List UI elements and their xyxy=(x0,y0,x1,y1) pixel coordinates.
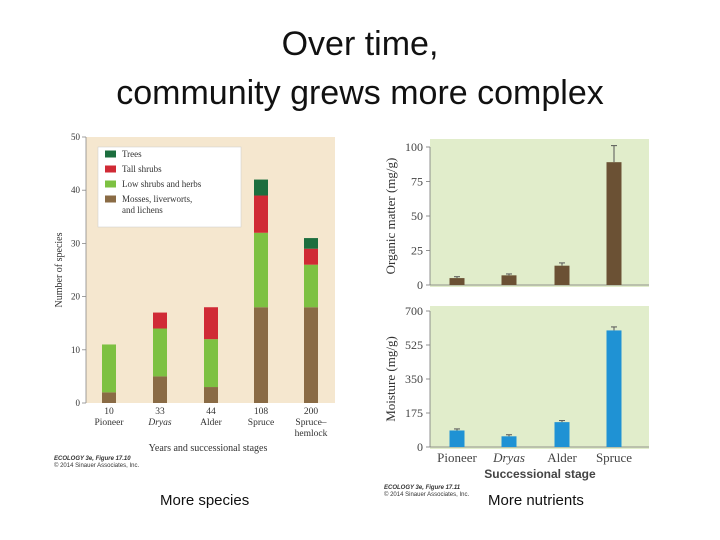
nutrients-bar-charts: 0 25 50 75 100 Organic matter (mg/g) 0 175 350… xyxy=(383,139,649,481)
y-tick-label: 700 xyxy=(405,304,423,318)
y-tick-label: 100 xyxy=(405,140,423,154)
moisture-y-axis-label: Moisture (mg/g) xyxy=(383,336,398,422)
x-tick-stage: Spruce– xyxy=(295,418,326,428)
y-tick-label: 0 xyxy=(76,398,81,408)
figure-credit-left-title: ECOLOGY 3e, Figure 17.10 xyxy=(54,456,131,462)
bar-segment xyxy=(204,339,218,388)
species-bars xyxy=(102,179,318,403)
bar xyxy=(554,265,570,285)
y-tick-label: 350 xyxy=(405,372,423,386)
y-axis-ticks: 0 10 20 30 40 50 xyxy=(71,132,86,408)
caption-more-species: More species xyxy=(160,492,250,509)
y-tick-label: 75 xyxy=(411,175,423,189)
bar-segment xyxy=(153,376,167,403)
y-tick-label: 40 xyxy=(71,185,81,195)
figure-credit-right: ECOLOGY 3e, Figure 17.11 © 2014 Sinauer … xyxy=(384,485,469,499)
legend-label: Low shrubs and herbs xyxy=(122,179,202,189)
y-tick-label: 0 xyxy=(417,278,423,292)
x-tick-years: 10 xyxy=(104,407,114,417)
bar-segment xyxy=(304,238,318,249)
x-tick-years: 44 xyxy=(206,407,216,417)
figure-credit-right-copy: © 2014 Sinauer Associates, Inc. xyxy=(384,492,470,498)
x-tick-label: Dryas xyxy=(492,450,525,465)
legend-label: Trees xyxy=(122,149,142,159)
y-tick-label: 20 xyxy=(71,292,81,302)
x-tick-years: 33 xyxy=(155,407,165,417)
legend-swatch xyxy=(105,195,116,203)
bar xyxy=(606,162,622,285)
x-tick-labels: Pioneer Dryas Alder Spruce xyxy=(437,450,632,465)
bar-segment xyxy=(304,248,318,265)
x-tick-stage: Pioneer xyxy=(94,418,124,428)
legend-label-line2: and lichens xyxy=(122,205,163,215)
y-tick-label: 175 xyxy=(405,406,423,420)
bar-segment xyxy=(153,328,167,377)
x-axis-label: Successional stage xyxy=(484,467,596,481)
x-tick-years: 108 xyxy=(254,407,269,417)
bar xyxy=(501,275,517,285)
legend-label: Mosses, liverworts, xyxy=(122,194,192,204)
organic-bars xyxy=(449,145,622,285)
moisture-bars xyxy=(449,326,622,447)
x-tick-years: 200 xyxy=(304,407,319,417)
y-tick-label: 25 xyxy=(411,244,423,258)
y-tick-label: 525 xyxy=(405,338,423,352)
x-tick-label: Spruce xyxy=(596,450,632,465)
slide-title-line1: Over time, xyxy=(281,25,439,63)
bar xyxy=(449,278,465,285)
x-tick-label: Alder xyxy=(547,450,577,465)
x-tick-stage: Dryas xyxy=(147,418,172,428)
bar-segment xyxy=(204,307,218,340)
legend-box xyxy=(97,146,242,228)
bar-segment xyxy=(254,179,268,196)
figure-credit-left: ECOLOGY 3e, Figure 17.10 © 2014 Sinauer … xyxy=(54,456,139,470)
bar xyxy=(449,430,465,447)
slide-title-line2: community grews more complex xyxy=(116,74,604,112)
x-tick-label: Pioneer xyxy=(437,450,477,465)
bar xyxy=(501,436,517,447)
y-tick-label: 30 xyxy=(71,238,81,248)
bar-segment xyxy=(153,312,167,329)
bar-segment xyxy=(102,344,116,393)
x-tick-stage-line2: hemlock xyxy=(295,429,328,439)
x-tick-stage: Spruce xyxy=(248,418,274,428)
bar-segment xyxy=(254,307,268,403)
figure-credit-right-title: ECOLOGY 3e, Figure 17.11 xyxy=(384,485,461,491)
y-tick-label: 10 xyxy=(71,345,81,355)
bar-segment xyxy=(204,387,218,403)
bar-segment xyxy=(102,392,116,403)
y-tick-label: 50 xyxy=(411,209,423,223)
legend-swatch xyxy=(105,165,116,173)
organic-y-axis-label: Organic matter (mg/g) xyxy=(383,158,398,275)
bar-segment xyxy=(304,307,318,403)
bar xyxy=(606,330,622,447)
legend-swatch xyxy=(105,150,116,158)
x-axis-label: Years and successional stages xyxy=(149,443,268,454)
organic-y-ticks: 0 25 50 75 100 xyxy=(405,140,430,292)
y-axis-label: Number of species xyxy=(54,232,65,307)
x-tick-stage: Alder xyxy=(200,418,222,428)
moisture-y-ticks: 0 175 350 525 700 xyxy=(405,304,430,454)
legend-swatch xyxy=(105,180,116,188)
bar xyxy=(554,422,570,447)
bar-segment xyxy=(304,264,318,308)
bar-segment xyxy=(254,232,268,308)
caption-more-nutrients: More nutrients xyxy=(488,492,584,509)
legend-label: Tall shrubs xyxy=(122,164,162,174)
y-tick-label: 0 xyxy=(417,440,423,454)
y-tick-label: 50 xyxy=(71,132,81,142)
legend: Trees Tall shrubs Low shrubs and herbs Moss… xyxy=(97,146,242,228)
figure-credit-left-copy: © 2014 Sinauer Associates, Inc. xyxy=(54,463,140,469)
bar-segment xyxy=(254,195,268,233)
